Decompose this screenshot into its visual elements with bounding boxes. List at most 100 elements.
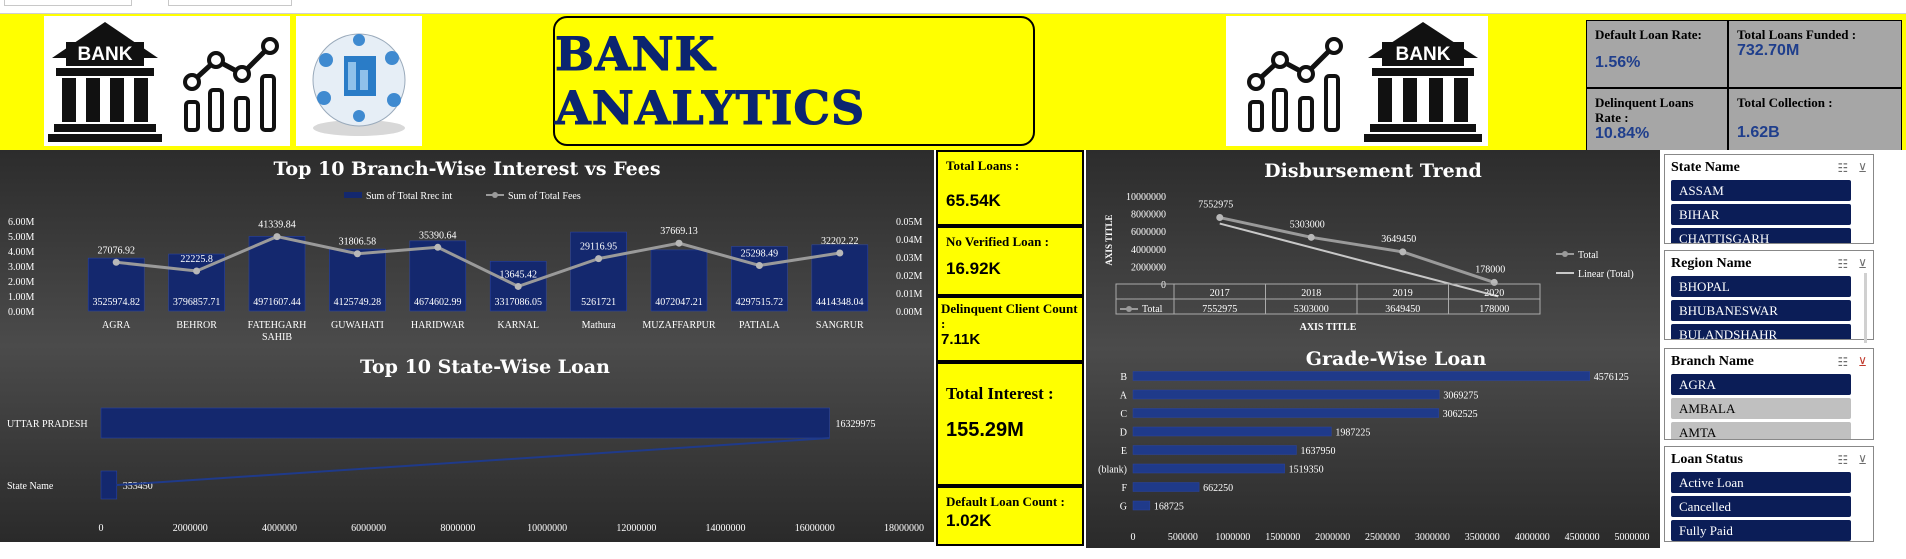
excel-top-strip xyxy=(0,0,1906,14)
legend-label: Total xyxy=(1578,250,1599,261)
x-tick-label: 2018 xyxy=(1301,288,1321,299)
slicer-item[interactable]: Fully Paid xyxy=(1671,520,1851,541)
slicer-item[interactable]: AMBALA xyxy=(1671,398,1851,419)
fees-point xyxy=(273,233,281,241)
slicer-item[interactable]: ASSAM xyxy=(1671,180,1851,201)
slicer-title: State Name xyxy=(1671,160,1740,175)
line-data-label: 29116.95 xyxy=(580,242,617,253)
bar-data-label: 4971607.44 xyxy=(253,297,301,308)
kpi-value: 155.29M xyxy=(946,419,1024,441)
bank-logo-text: BANK xyxy=(78,44,133,65)
bar xyxy=(409,240,467,312)
multi-select-icon[interactable]: ☷ xyxy=(1837,453,1849,467)
linear-trend-line xyxy=(1219,222,1499,298)
bar xyxy=(1132,463,1285,474)
y-tick-label: 4000000 xyxy=(1131,245,1166,256)
kpi-value: 1.56% xyxy=(1595,54,1641,71)
slicer-item[interactable]: BHOPAL xyxy=(1671,276,1851,297)
y-tick-label: 10000000 xyxy=(1126,192,1166,203)
category-label: E xyxy=(1121,446,1127,457)
kpi-total-collection: Total Collection : 1.62B xyxy=(1728,88,1902,152)
top-tab-stub[interactable] xyxy=(4,0,132,6)
line-data-label: 13645.42 xyxy=(499,269,537,280)
slicer-region-name[interactable]: Region Name ☷ ⊻ BHOPAL BHUBANESWAR BULAND… xyxy=(1664,250,1874,343)
digital-globe-icon xyxy=(296,16,422,146)
x-tick-label: 18000000 xyxy=(884,523,924,534)
bank-logo-text: BANK xyxy=(1396,44,1451,65)
bar-data-label: 4576125 xyxy=(1594,372,1629,383)
fees-point xyxy=(595,255,603,263)
x-tick-label: 5000000 xyxy=(1615,532,1650,543)
line-data-label: 32202.22 xyxy=(821,236,859,247)
kpi-total-interest: Total Interest : 155.29M xyxy=(936,362,1084,486)
kpi-label: Total Collection : xyxy=(1737,95,1833,110)
kpi-value: 10.84% xyxy=(1595,125,1650,142)
y-tick-label: 0.00M xyxy=(8,307,35,318)
fees-point xyxy=(514,282,522,290)
x-tick-label: 3000000 xyxy=(1415,532,1450,543)
slicer-item[interactable]: AMTA xyxy=(1671,422,1851,439)
slicer-item[interactable]: Active Loan xyxy=(1671,472,1851,493)
kpi-label: Delinquent Loans Rate : xyxy=(1595,95,1694,125)
x-tick-label: 4000000 xyxy=(1515,532,1550,543)
bar xyxy=(1132,445,1297,455)
slicer-item[interactable]: BHUBANESWAR xyxy=(1671,300,1851,321)
dashboard-title: BANK ANALYTICS xyxy=(555,27,866,136)
bar-data-label: 662250 xyxy=(1203,483,1233,494)
kpi-label: Default Loan Rate: xyxy=(1595,27,1702,42)
line-data-label: 35390.64 xyxy=(419,230,457,241)
y-tick-label: 1.00M xyxy=(8,292,35,303)
line-data-label: 22225.8 xyxy=(180,254,213,265)
category-label: UTTAR PRADESH xyxy=(7,419,88,430)
line-data-label: 3649450 xyxy=(1381,234,1416,245)
slicer-state-name[interactable]: State Name ☷ ⊻ ASSAM BIHAR CHATTISGARH xyxy=(1664,154,1874,244)
data-table-value: 5303000 xyxy=(1294,304,1329,315)
legend-swatch xyxy=(1562,251,1568,257)
slicer-item[interactable]: AGRA xyxy=(1671,374,1851,395)
category-label: (blank) xyxy=(1098,465,1127,476)
fees-point xyxy=(755,261,763,269)
fees-line xyxy=(116,235,841,289)
category-label: C xyxy=(1120,409,1127,420)
chart-title: Top 10 Branch-Wise Interest vs Fees xyxy=(273,158,661,180)
kpi-label: No Verified Loan : xyxy=(946,234,1049,249)
line-data-label: 31806.58 xyxy=(339,237,377,248)
bar-data-label: 3069275 xyxy=(1443,391,1478,402)
bank-logo-left: BANK xyxy=(44,16,166,146)
slicer-item[interactable]: BULANDSHAHR xyxy=(1671,324,1851,339)
multi-select-icon[interactable]: ☷ xyxy=(1837,161,1849,175)
clear-filter-icon[interactable]: ⊻ xyxy=(1858,257,1867,271)
multi-select-icon[interactable]: ☷ xyxy=(1837,257,1849,271)
kpi-total-loans-funded: Total Loans Funded : 732.70M xyxy=(1728,20,1902,88)
slicer-item[interactable]: CHATTISGARH xyxy=(1671,228,1851,243)
x-tick-label: GUWAHATI xyxy=(331,320,384,331)
slicer-branch-name[interactable]: Branch Name ☷ ⊻ AGRA AMBALA AMTA xyxy=(1664,348,1874,440)
top-tab-stub[interactable] xyxy=(168,0,292,6)
legend-label: Sum of Total Rrec int xyxy=(366,191,453,202)
slicer-item[interactable]: Cancelled xyxy=(1671,496,1851,517)
clear-filter-icon[interactable]: ⊻ xyxy=(1858,453,1867,467)
bar-data-label: 4072047.21 xyxy=(655,297,703,308)
y-tick-label: 2000000 xyxy=(1131,262,1166,273)
y2-tick-label: 0.05M xyxy=(896,217,923,228)
slicer-scrollbar[interactable] xyxy=(1864,273,1867,343)
bar xyxy=(1132,389,1440,400)
x-tick-label: 2020 xyxy=(1484,288,1504,299)
bar xyxy=(1132,408,1439,418)
total-line xyxy=(1219,216,1495,284)
growth-chart-icon-right xyxy=(1226,16,1358,146)
clear-filter-icon[interactable]: ⊻ xyxy=(1858,161,1867,175)
data-table-row-label: Total xyxy=(1142,304,1163,315)
multi-select-icon[interactable]: ☷ xyxy=(1837,355,1849,369)
slicer-loan-status[interactable]: Loan Status ☷ ⊻ Active Loan Cancelled Ful… xyxy=(1664,446,1874,542)
y-tick-label: 3.00M xyxy=(8,262,35,273)
slicer-item[interactable]: BIHAR xyxy=(1671,204,1851,225)
dashboard-title-box: BANK ANALYTICS xyxy=(553,16,1035,146)
chart-title: Disbursement Trend xyxy=(1264,160,1482,182)
chart-title: Top 10 State-Wise Loan xyxy=(360,356,610,378)
category-label: F xyxy=(1121,483,1127,494)
clear-filter-icon[interactable]: ⊻ xyxy=(1858,355,1867,369)
line-data-label: 37669.13 xyxy=(660,226,698,237)
y-tick-label: 4.00M xyxy=(8,247,35,258)
x-tick-label: 14000000 xyxy=(706,523,746,534)
